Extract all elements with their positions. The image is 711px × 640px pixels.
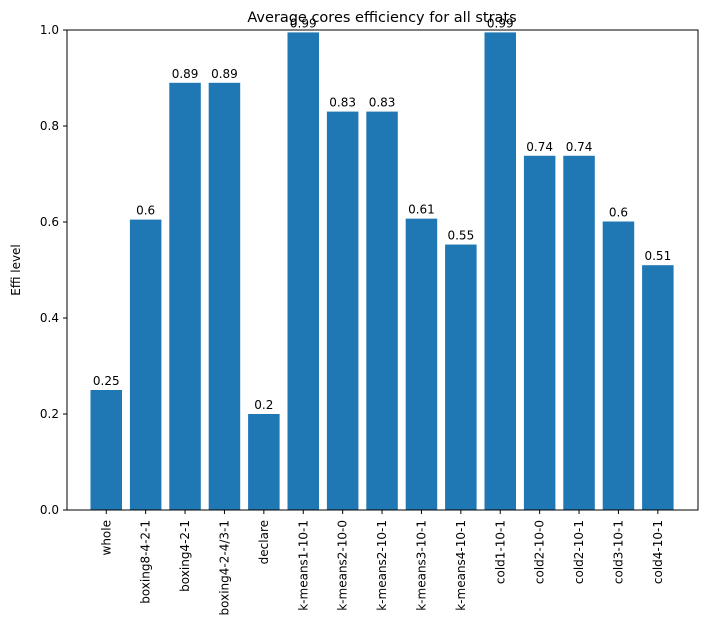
x-tick-label-14: cold4-10-1 xyxy=(651,520,665,584)
x-tick-label-10: cold1-10-1 xyxy=(493,520,507,584)
bars-group xyxy=(90,32,674,511)
x-tick-label-11: cold2-10-0 xyxy=(533,520,547,584)
data-label-8: 0.61 xyxy=(408,203,435,217)
data-label-10: 0.99 xyxy=(487,16,514,30)
y-tick-label-0: 0.0 xyxy=(40,503,59,517)
bar-13 xyxy=(602,221,635,510)
bar-3 xyxy=(208,82,241,511)
data-label-5: 0.99 xyxy=(290,16,317,30)
bar-7 xyxy=(366,111,398,510)
data-label-12: 0.74 xyxy=(566,140,593,154)
data-label-6: 0.83 xyxy=(329,96,356,110)
bar-8 xyxy=(405,218,438,510)
x-tick-label-6: k-means2-10-0 xyxy=(336,520,350,611)
bar-1 xyxy=(129,219,162,510)
x-tick-label-5: k-means1-10-1 xyxy=(296,520,310,611)
y-tick-label-1: 0.2 xyxy=(40,407,59,421)
data-label-0: 0.25 xyxy=(93,374,120,388)
x-tick-label-8: k-means3-10-1 xyxy=(414,520,428,611)
chart-title: Average cores efficiency for all strats xyxy=(247,10,516,26)
x-axis: whole boxing8-4-2-1 boxing4-2-1 boxing4-2-4… xyxy=(99,510,665,615)
y-tick-label-4: 0.8 xyxy=(40,119,59,133)
data-label-2: 0.89 xyxy=(172,67,199,81)
bar-10 xyxy=(484,32,516,511)
x-tick-label-12: cold2-10-1 xyxy=(572,520,586,584)
y-tick-label-3: 0.6 xyxy=(40,215,59,229)
data-label-1: 0.6 xyxy=(136,204,155,218)
x-tick-label-1: boxing8-4-2-1 xyxy=(139,520,153,604)
plot-frame xyxy=(66,29,699,511)
x-tick-label-0: whole xyxy=(99,520,113,555)
data-label-13: 0.6 xyxy=(609,206,628,220)
x-tick-label-4: declare xyxy=(257,520,271,564)
x-tick-label-13: cold3-10-1 xyxy=(611,520,625,584)
data-label-3: 0.89 xyxy=(211,67,238,81)
bar-0 xyxy=(90,390,122,510)
bar-6 xyxy=(326,111,359,510)
data-labels-group: 0.25 0.6 0.89 0.89 0.2 0.99 0.83 0.83 0.61 0.55 0.… xyxy=(93,16,671,412)
bar-2 xyxy=(169,82,201,511)
data-label-14: 0.51 xyxy=(644,249,671,263)
bar-12 xyxy=(563,155,595,510)
bar-11 xyxy=(523,155,556,510)
bar-9 xyxy=(445,244,477,510)
data-label-9: 0.55 xyxy=(447,229,474,243)
bar-5 xyxy=(287,32,319,511)
data-label-4: 0.2 xyxy=(254,398,273,412)
x-tick-label-3: boxing4-2-4/3-1 xyxy=(217,520,231,615)
y-axis: 0.0 0.2 0.4 0.6 0.8 1.0 xyxy=(40,23,67,517)
data-label-11: 0.74 xyxy=(526,140,553,154)
x-tick-label-9: k-means4-10-1 xyxy=(454,520,468,611)
x-tick-label-7: k-means2-10-1 xyxy=(375,520,389,611)
y-axis-label: Effi level xyxy=(9,244,23,296)
y-tick-label-5: 1.0 xyxy=(40,23,59,37)
x-tick-label-2: boxing4-2-1 xyxy=(178,520,192,592)
bar-4 xyxy=(248,414,280,510)
data-label-7: 0.83 xyxy=(369,96,396,110)
y-tick-label-2: 0.4 xyxy=(40,311,59,325)
bar-14 xyxy=(642,265,674,510)
